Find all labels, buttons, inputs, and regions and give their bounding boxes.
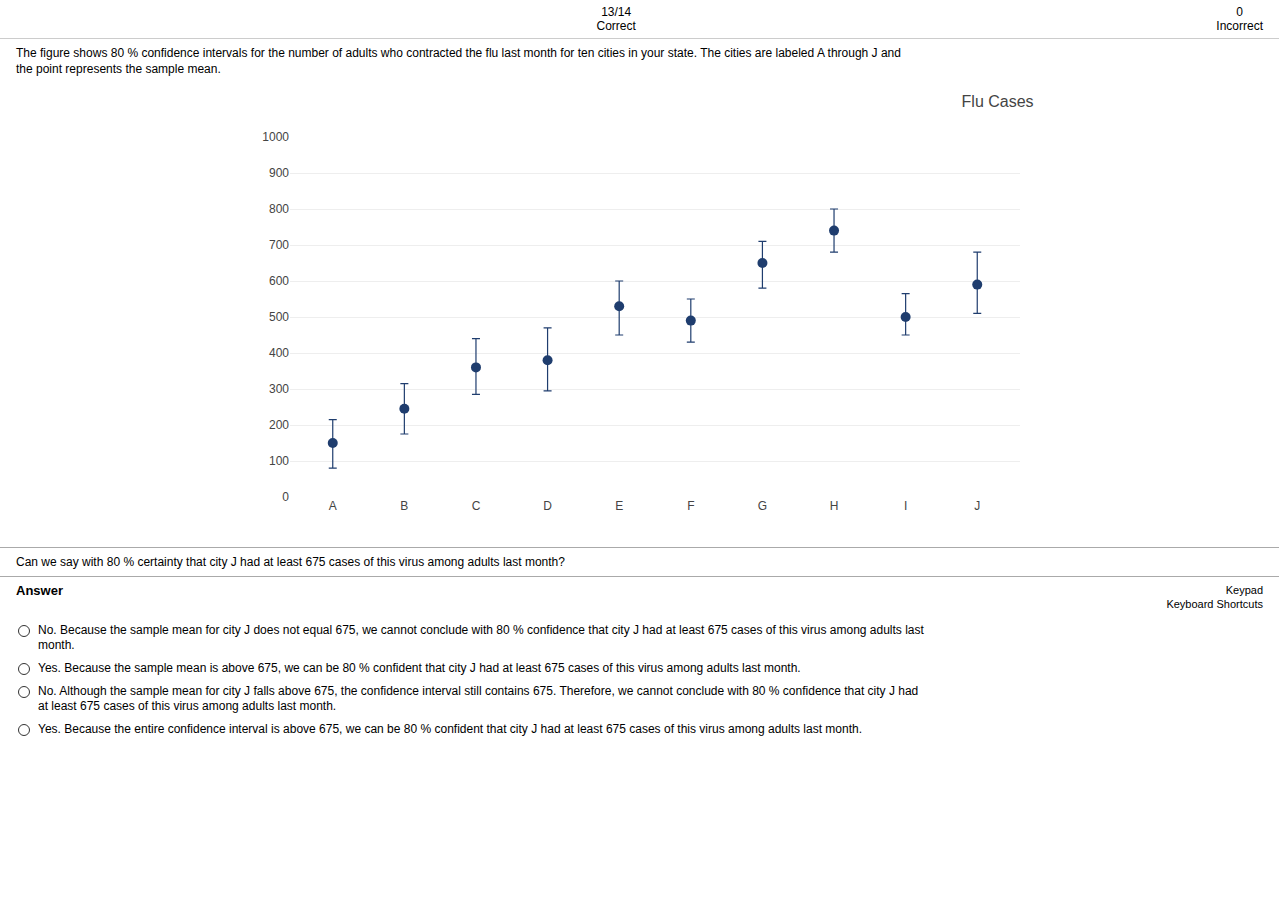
- html-text:Yes. Because the entire confid: Yes. Because the entire confidence inter…: [38, 722, 862, 736]
- html-text:Incorrect: Incorrect: [1216, 19, 1263, 33]
- html-text:Answer: Answer: [16, 583, 63, 598]
- svg-text:F: F: [687, 499, 694, 513]
- html-text:Keypad: Keypad: [1225, 584, 1263, 596]
- svg-text:Flu Cases: Flu Cases: [961, 93, 1033, 110]
- html-text:No. Because the sample mean fo: No. Because the sample mean for city J d…: [38, 623, 924, 652]
- svg-text:D: D: [543, 499, 552, 513]
- html-text:Yes. Because the sample mean i: Yes. Because the sample mean is above 67…: [38, 661, 801, 675]
- html-text:Can we say with 80 % certainty: Can we say with 80 % certainty that city…: [16, 555, 565, 569]
- svg-text:G: G: [757, 499, 766, 513]
- svg-text:I: I: [903, 499, 906, 513]
- svg-text:600: 600: [268, 274, 288, 288]
- svg-text:700: 700: [268, 238, 288, 252]
- svg-text:A: A: [328, 499, 336, 513]
- svg-text:J: J: [974, 499, 980, 513]
- html-text:13/14: 13/14: [601, 5, 632, 19]
- svg-text:900: 900: [268, 166, 288, 180]
- svg-text:1000: 1000: [262, 130, 289, 144]
- svg-text:500: 500: [268, 310, 288, 324]
- html-text:The figure shows 80 % confiden: The figure shows 80 % confidence interva…: [16, 46, 901, 60]
- html-text:Correct: Correct: [596, 19, 636, 33]
- svg-text:0: 0: [282, 490, 289, 504]
- svg-text:B: B: [400, 499, 408, 513]
- svg-text:800: 800: [268, 202, 288, 216]
- svg-text:200: 200: [268, 418, 288, 432]
- html-text:No. Although the sample mean f: No. Although the sample mean for city J …: [38, 684, 919, 713]
- html-text:Keyboard Shortcuts: Keyboard Shortcuts: [1166, 598, 1263, 610]
- svg-text:300: 300: [268, 382, 288, 396]
- svg-text:100: 100: [268, 454, 288, 468]
- svg-text:E: E: [615, 499, 623, 513]
- svg-text:H: H: [829, 499, 838, 513]
- svg-text:C: C: [471, 499, 480, 513]
- html-text:the point represents the sampl: the point represents the sample mean.: [16, 62, 221, 76]
- svg-text:400: 400: [268, 346, 288, 360]
- html-text:0: 0: [1236, 5, 1243, 19]
